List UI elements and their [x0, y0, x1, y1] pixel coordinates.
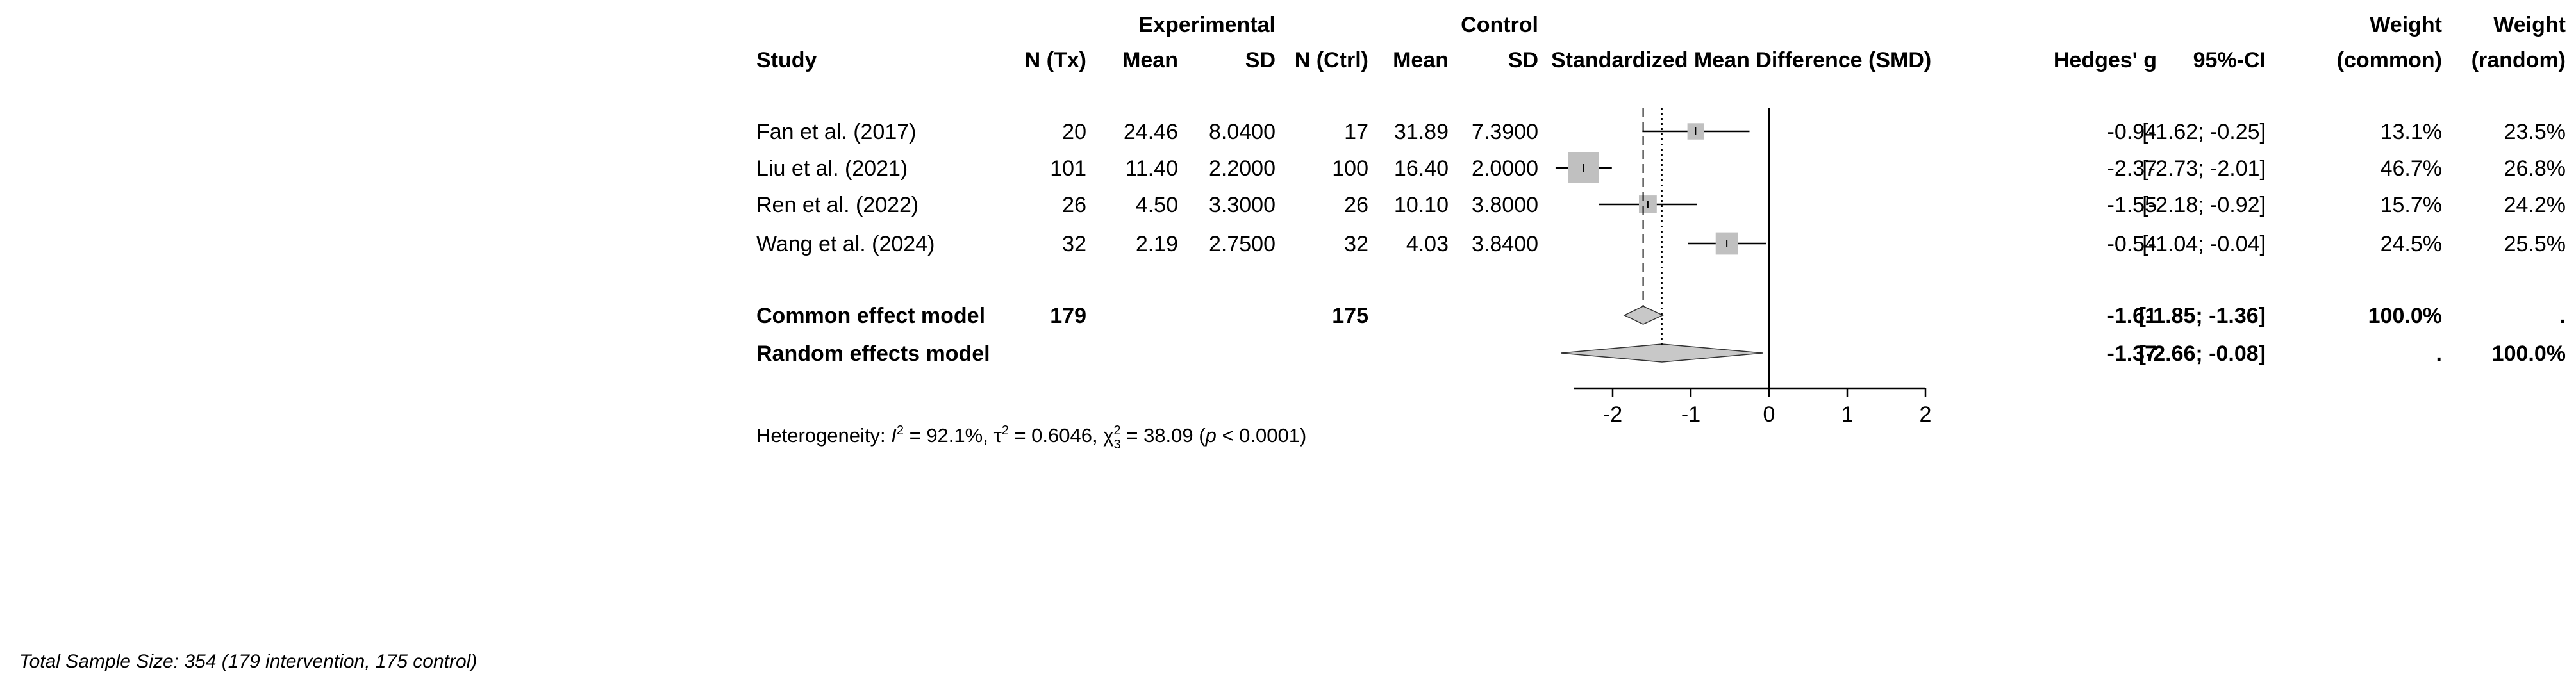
weight-random-cell: 23.5%	[2504, 120, 2566, 144]
random-weight-random: 100.0%	[2492, 341, 2566, 366]
effect-cell: -0.94	[2107, 120, 2157, 144]
x-tick-label: -2	[1603, 402, 1622, 427]
n-tx-cell: 101	[1050, 156, 1086, 181]
common-effect-label: Common effect model	[756, 304, 985, 328]
sd-tx-cell: 2.2000	[1209, 156, 1276, 181]
x-tick-label: 0	[1763, 402, 1775, 427]
common-ci: [-1.85; -1.36]	[2139, 304, 2266, 328]
random-effects-diamond	[1561, 343, 1763, 363]
weight-common-cell: 13.1%	[2381, 120, 2442, 144]
study-name: Wang et al. (2024)	[756, 232, 935, 256]
common-weight-random: .	[2560, 304, 2566, 328]
i2-symbol: I	[891, 424, 897, 447]
n-ctrl-cell: 100	[1332, 156, 1368, 181]
random-ci: [-2.66; -0.08]	[2139, 341, 2266, 366]
header-mean-tx: Mean	[1122, 48, 1178, 72]
weight-random-cell: 26.8%	[2504, 156, 2566, 181]
weight-common-cell: 24.5%	[2381, 232, 2442, 256]
header-mean-ctrl: Mean	[1393, 48, 1449, 72]
sd-tx-cell: 2.7500	[1209, 232, 1276, 256]
n-ctrl-cell: 26	[1344, 193, 1368, 217]
header-n-ctrl: N (Ctrl)	[1295, 48, 1368, 72]
common-effect-diamond	[1623, 306, 1664, 325]
ci-cell: [-1.04; -0.04]	[2142, 232, 2266, 256]
ci-cell: [-2.73; -2.01]	[2142, 156, 2266, 181]
mean-tx-cell: 4.50	[1136, 193, 1178, 217]
sd-tx-cell: 8.0400	[1209, 120, 1276, 144]
random-effects-label: Random effects model	[756, 341, 990, 366]
ci-cell: [-1.62; -0.25]	[2142, 120, 2266, 144]
n-tx-cell: 32	[1062, 232, 1086, 256]
n-tx-cell: 26	[1062, 193, 1086, 217]
common-weight-common: 100.0%	[2368, 304, 2442, 328]
effect-cell: -2.37	[2107, 156, 2157, 181]
mean-ctrl-cell: 31.89	[1394, 120, 1449, 144]
header-w-random: (random)	[2472, 48, 2566, 72]
weight-common-cell: 46.7%	[2381, 156, 2442, 181]
p-value: < 0.0001)	[1217, 424, 1306, 447]
x-tick-label: 1	[1841, 402, 1854, 427]
header-ci: 95%-CI	[2193, 48, 2266, 72]
header-weight-random: Weight	[2493, 13, 2566, 37]
study-name: Fan et al. (2017)	[756, 120, 916, 144]
sd-ctrl-cell: 7.3900	[1472, 120, 1538, 144]
superscript: 2	[1002, 424, 1009, 438]
superscript: 2	[1113, 424, 1120, 438]
header-weight-common: Weight	[2370, 13, 2442, 37]
mean-ctrl-cell: 4.03	[1406, 232, 1449, 256]
common-n-ctrl: 175	[1332, 304, 1368, 328]
mean-tx-cell: 2.19	[1136, 232, 1178, 256]
heterogeneity-prefix: Heterogeneity:	[756, 424, 891, 447]
mean-ctrl-cell: 16.40	[1394, 156, 1449, 181]
heterogeneity-text: Heterogeneity: I2 = 92.1%, τ2 = 0.6046, …	[756, 424, 1306, 452]
total-sample-size: Total Sample Size: 354 (179 intervention…	[19, 651, 478, 672]
n-tx-cell: 20	[1062, 120, 1086, 144]
effect-cell: -1.55	[2107, 193, 2157, 217]
x-tick-label: 2	[1920, 402, 1932, 427]
header-control: Control	[1461, 13, 1538, 37]
chi-symbol: χ	[1103, 424, 1113, 447]
effect-cell: -0.54	[2107, 232, 2157, 256]
p-symbol: p	[1205, 424, 1217, 447]
superscript: 2	[897, 424, 904, 438]
mean-ctrl-cell: 10.10	[1394, 193, 1449, 217]
header-w-common: (common)	[2337, 48, 2442, 72]
mean-tx-cell: 11.40	[1125, 156, 1178, 181]
chi2-value: = 38.09 (	[1121, 424, 1206, 447]
header-experimental: Experimental	[1138, 13, 1276, 37]
subscript: 3	[1114, 438, 1121, 452]
header-study: Study	[756, 48, 817, 72]
random-effect: -1.37	[2107, 341, 2157, 366]
sd-ctrl-cell: 2.0000	[1472, 156, 1538, 181]
i2-value: = 92.1%,	[904, 424, 993, 447]
header-sd-ctrl: SD	[1508, 48, 1538, 72]
header-effect: Hedges' g	[2054, 48, 2157, 72]
header-n-tx: N (Tx)	[1025, 48, 1086, 72]
weight-common-cell: 15.7%	[2381, 193, 2442, 217]
header-sd-tx: SD	[1245, 48, 1276, 72]
sd-tx-cell: 3.3000	[1209, 193, 1276, 217]
tau-symbol: τ	[993, 424, 1001, 447]
study-name: Ren et al. (2022)	[756, 193, 918, 217]
weight-random-cell: 25.5%	[2504, 232, 2566, 256]
n-ctrl-cell: 17	[1344, 120, 1368, 144]
n-ctrl-cell: 32	[1344, 232, 1368, 256]
study-name: Liu et al. (2021)	[756, 156, 908, 181]
common-n-tx: 179	[1050, 304, 1086, 328]
tau2-value: = 0.6046,	[1009, 424, 1103, 447]
sd-ctrl-cell: 3.8400	[1472, 232, 1538, 256]
sd-ctrl-cell: 3.8000	[1472, 193, 1538, 217]
common-effect: -1.61	[2107, 304, 2157, 328]
x-tick-label: -1	[1681, 402, 1700, 427]
weight-random-cell: 24.2%	[2504, 193, 2566, 217]
header-plot: Standardized Mean Difference (SMD)	[1551, 48, 1931, 72]
ci-cell: [-2.18; -0.92]	[2142, 193, 2266, 217]
random-weight-common: .	[2436, 341, 2442, 366]
mean-tx-cell: 24.46	[1124, 120, 1178, 144]
